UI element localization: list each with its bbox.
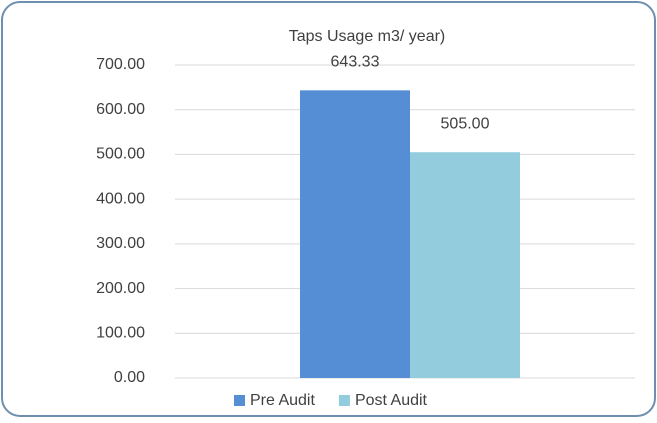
data-label: 505.00	[441, 115, 490, 132]
chart-title: Taps Usage m3/ year)	[289, 28, 446, 45]
y-tick-label: 200.00	[96, 280, 145, 297]
bar	[410, 152, 520, 378]
legend-swatch	[338, 395, 350, 406]
data-label: 643.33	[331, 54, 380, 71]
y-tick-label: 100.00	[96, 325, 145, 342]
legend-label: Pre Audit	[250, 392, 315, 409]
legend-swatch	[234, 395, 245, 406]
y-tick-label: 0.00	[114, 369, 145, 386]
bar	[300, 90, 410, 378]
y-tick-label: 700.00	[96, 56, 145, 73]
y-tick-label: 300.00	[96, 235, 145, 252]
legend-label: Post Audit	[355, 392, 428, 409]
y-tick-label: 500.00	[96, 146, 145, 163]
y-tick-label: 400.00	[96, 190, 145, 207]
y-tick-label: 600.00	[96, 101, 145, 118]
